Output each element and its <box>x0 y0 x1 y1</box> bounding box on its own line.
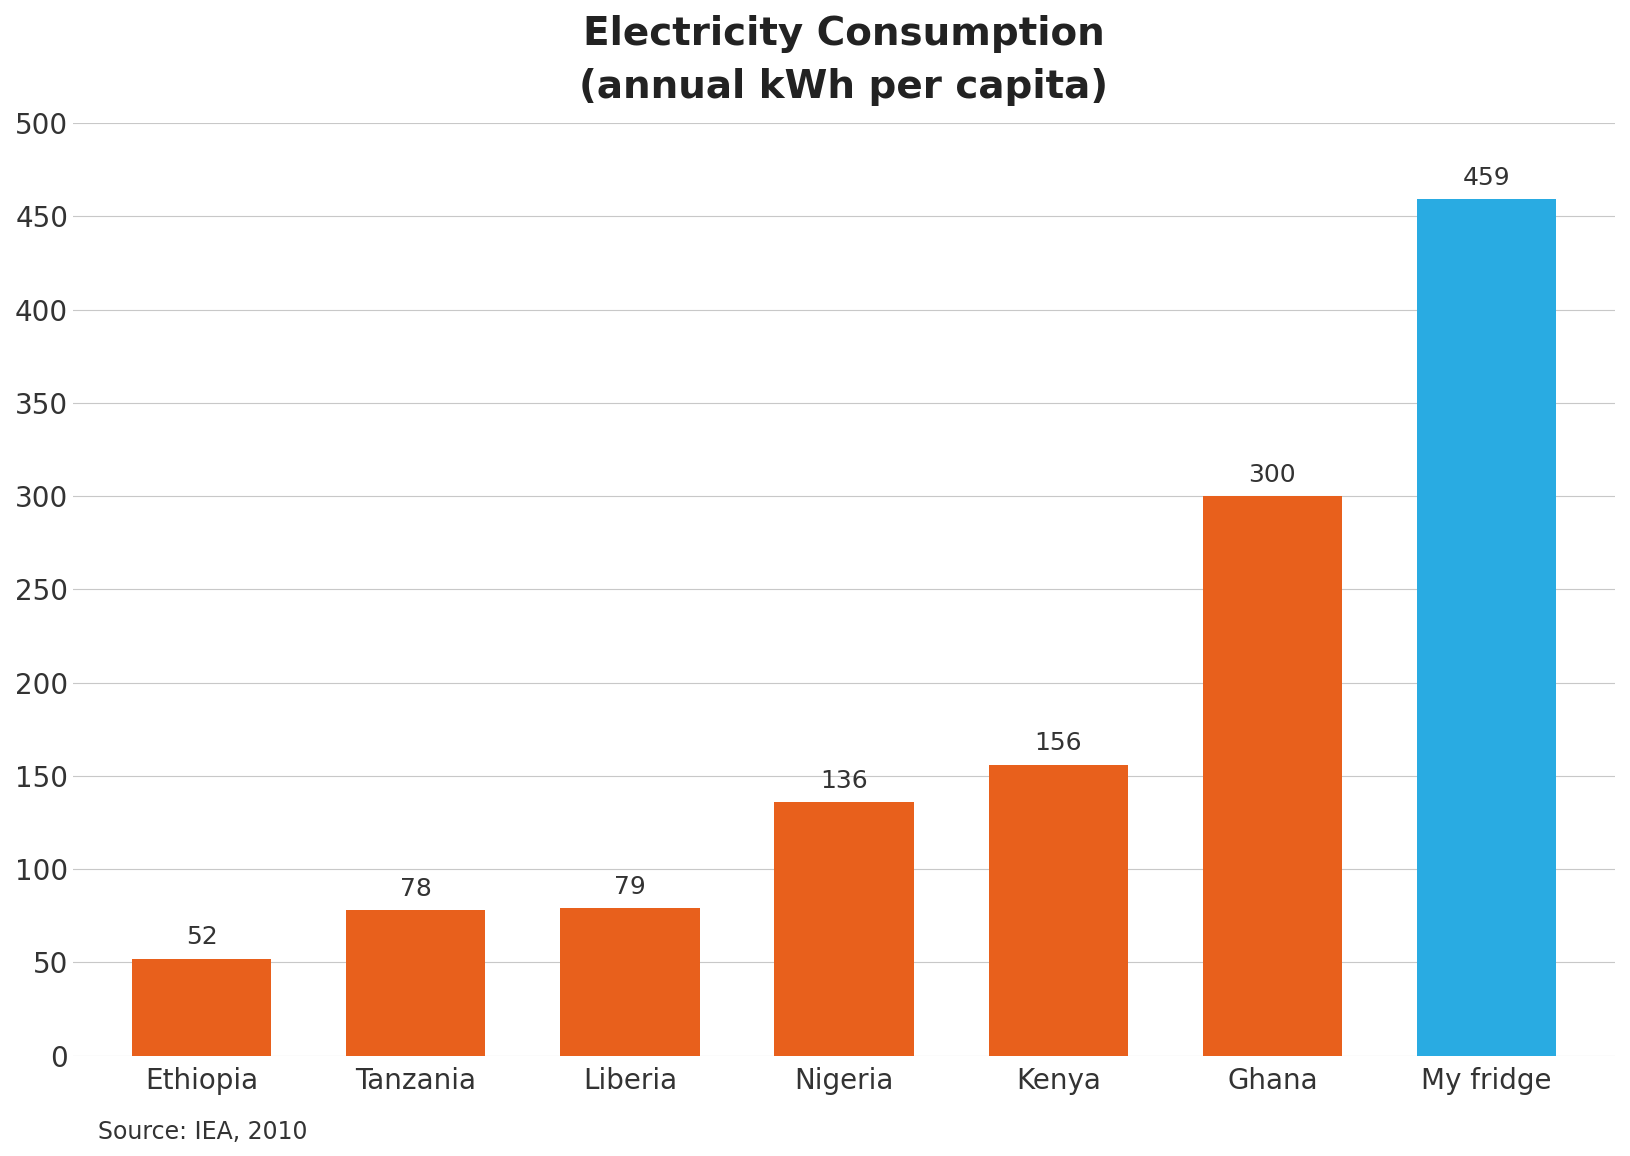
Bar <box>1203 496 1341 1055</box>
Text: 300: 300 <box>1249 462 1296 487</box>
Text: 136: 136 <box>820 769 867 793</box>
Text: 52: 52 <box>186 925 217 949</box>
Bar <box>346 910 486 1055</box>
Text: 156: 156 <box>1035 732 1082 755</box>
Text: 79: 79 <box>615 875 645 899</box>
Bar <box>132 958 271 1055</box>
Bar <box>1416 200 1557 1055</box>
Bar <box>561 909 699 1055</box>
Bar <box>989 764 1128 1055</box>
Text: Source: IEA, 2010: Source: IEA, 2010 <box>98 1120 308 1144</box>
Title: Electricity Consumption
(annual kWh per capita): Electricity Consumption (annual kWh per … <box>580 15 1108 106</box>
Bar <box>774 802 914 1055</box>
Text: 459: 459 <box>1462 166 1511 190</box>
Text: 78: 78 <box>399 877 432 901</box>
